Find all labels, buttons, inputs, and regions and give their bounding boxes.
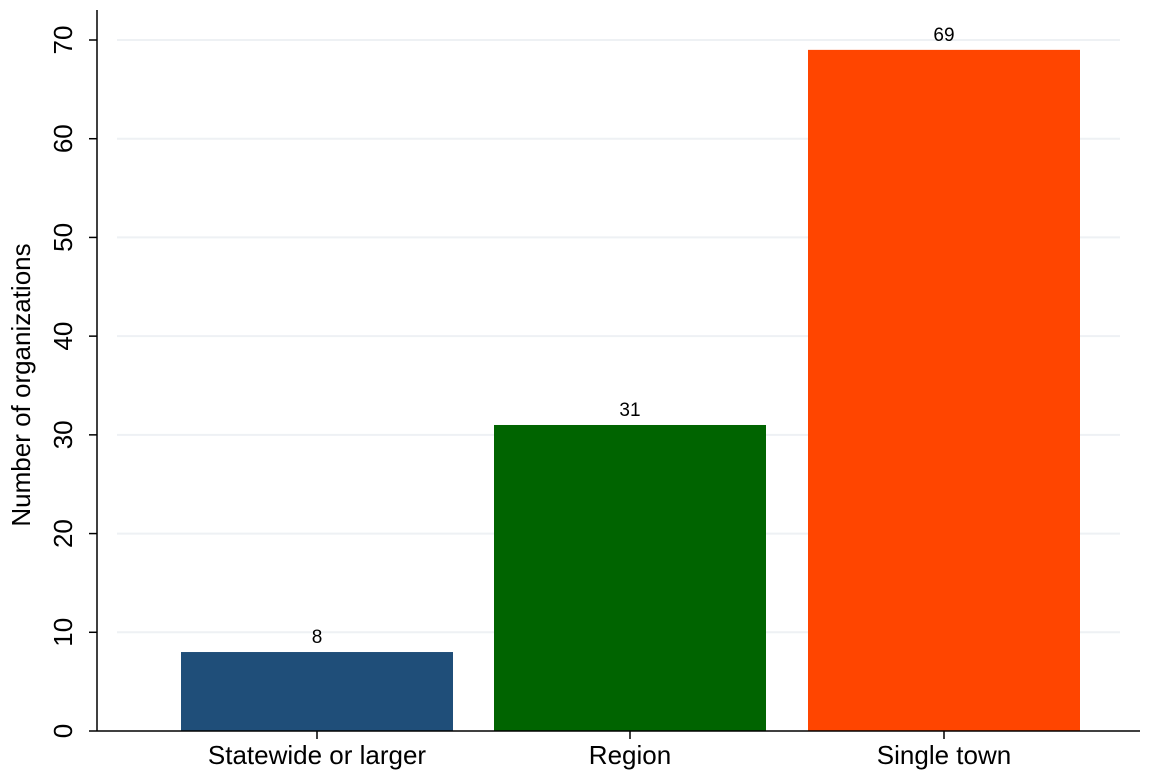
x-tick-label: Region (589, 740, 671, 770)
y-axis-ticks: 0 10 20 30 40 50 60 70 (48, 26, 97, 738)
y-tick-label: 50 (48, 223, 78, 252)
y-tick-label: 70 (48, 26, 78, 55)
y-tick-label: 0 (48, 724, 78, 738)
y-tick-label: 10 (48, 618, 78, 647)
bar (494, 424, 766, 731)
data-label: 8 (312, 627, 323, 648)
data-label: 31 (619, 400, 640, 421)
data-labels: 8 31 69 (312, 25, 955, 648)
bar (808, 49, 1080, 731)
bar (181, 652, 453, 731)
x-tick-label: Statewide or larger (208, 740, 427, 770)
y-tick-label: 60 (48, 124, 78, 153)
y-tick-label: 30 (48, 420, 78, 449)
data-label: 69 (933, 25, 954, 46)
y-tick-label: 20 (48, 519, 78, 548)
y-tick-label: 40 (48, 322, 78, 351)
x-tick-label: Single town (877, 740, 1011, 770)
y-axis-title: Number of organizations (6, 243, 36, 526)
bars (181, 49, 1080, 731)
x-axis-ticks: Statewide or larger Region Single town (208, 731, 1011, 770)
